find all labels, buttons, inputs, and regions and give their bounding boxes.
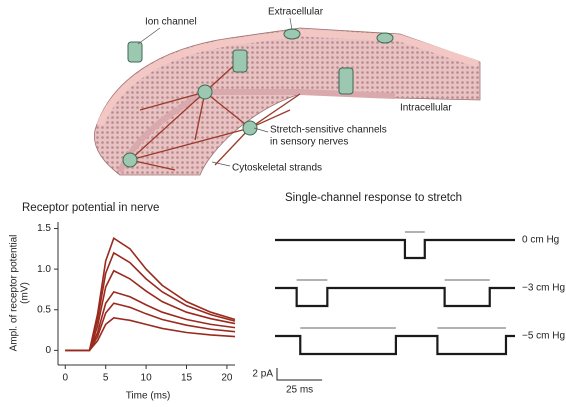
chart-title: Single-channel response to stretch	[285, 192, 462, 204]
diagram-label: Cytoskeletal strands	[232, 163, 322, 174]
y-tick-label: 0	[45, 345, 51, 356]
trace-label: −5 cm Hg	[522, 331, 565, 342]
scale-bar	[277, 368, 322, 380]
trace	[275, 336, 515, 354]
x-tick-label: 20	[221, 373, 233, 384]
trace-label: −3 cm Hg	[522, 283, 565, 294]
figure: Ion channel Extracellular Intracellular …	[0, 0, 566, 407]
x-tick-label: 15	[181, 373, 193, 384]
chart-title: Receptor potential in nerve	[22, 202, 159, 214]
diagram-label: in sensory nerves	[270, 137, 348, 148]
y-tick-label: 1.0	[37, 264, 51, 275]
x-tick-label: 0	[62, 373, 68, 384]
trace	[275, 288, 515, 306]
x-tick-label: 10	[141, 373, 153, 384]
y-tick-label: 0.5	[37, 304, 51, 315]
diagram-label: Stretch-sensitive channels	[270, 125, 387, 136]
diagram-label: Intracellular	[400, 103, 452, 114]
y-axis-label: Ampl. of receptor potential	[9, 235, 20, 352]
x-tick-label: 5	[103, 373, 109, 384]
diagram-label: Extracellular	[268, 7, 324, 18]
diagram-label: Ion channel	[145, 17, 197, 28]
membrane-diagram	[94, 18, 480, 175]
y-axis-label: (mV)	[20, 282, 31, 304]
scale-label: 2 pA	[252, 369, 273, 380]
curve	[65, 253, 235, 351]
trace-label: 0 cm Hg	[522, 235, 559, 246]
trace	[275, 240, 515, 258]
scale-label: 25 ms	[286, 385, 313, 396]
y-tick-label: 1.5	[37, 223, 51, 234]
x-axis-label: Time (ms)	[126, 391, 171, 402]
